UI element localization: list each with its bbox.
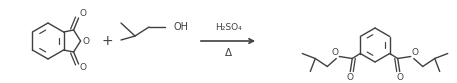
Text: OH: OH [173,22,188,32]
Text: Δ: Δ [224,48,232,58]
Text: +: + [101,34,113,48]
Text: O: O [79,9,86,19]
Text: O: O [82,37,89,45]
Text: O: O [411,48,418,57]
Text: O: O [79,63,86,72]
Text: O: O [396,73,403,82]
Text: H₂SO₄: H₂SO₄ [215,23,241,33]
Text: O: O [347,73,354,82]
Text: O: O [332,48,339,57]
